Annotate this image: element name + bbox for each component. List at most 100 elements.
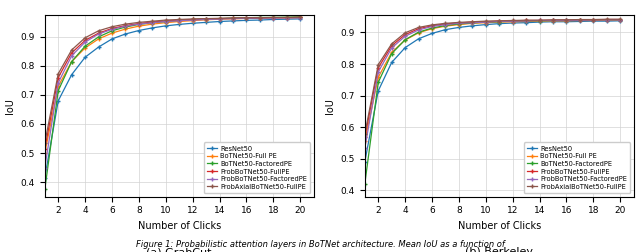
ProbBoTNet50-FullPE [536,19,543,22]
ProbAxialBoTNet50-FullPE [549,18,557,21]
Line: ProbAxialBoTNet50-FullPE: ProbAxialBoTNet50-FullPE [363,17,622,136]
ResNet50 [536,21,543,24]
ProbBoTNet50-FullPE [401,33,409,36]
BoTNet50-Full PE [536,20,543,23]
ProbAxialBoTNet50-FullPE [296,16,304,19]
BoTNet50-Full PE [175,20,183,23]
ProbAxialBoTNet50-FullPE [54,72,62,75]
Line: ResNet50: ResNet50 [363,19,622,164]
ProbBoTNet50-FullPE [616,18,624,21]
BoTNet50-Full PE [374,76,382,79]
ResNet50 [162,24,170,27]
ResNet50 [54,99,62,102]
BoTNet50-Full PE [616,19,624,22]
ProbAxialBoTNet50-FullPE [361,133,369,136]
BoTNet50-Full PE [576,19,584,22]
ProbAxialBoTNet50-FullPE [428,23,436,26]
BoTNet50-FactoredPE [148,21,156,24]
ProbAxialBoTNet50-FullPE [374,63,382,66]
ProbBoTNet50-FactoredPE [269,17,277,20]
ProbBoTNet50-FactoredPE [162,20,170,23]
BoTNet50-Full PE [388,51,396,54]
BoTNet50-Full PE [482,21,490,24]
ProbBoTNet50-FullPE [468,21,476,24]
ProbBoTNet50-FactoredPE [563,19,570,22]
ProbBoTNet50-FactoredPE [256,17,264,20]
BoTNet50-FactoredPE [428,26,436,29]
ProbBoTNet50-FullPE [428,24,436,27]
ProbBoTNet50-FactoredPE [616,18,624,21]
Line: BoTNet50-FactoredPE: BoTNet50-FactoredPE [363,18,622,186]
ProbAxialBoTNet50-FullPE [442,22,449,25]
ProbBoTNet50-FullPE [495,20,503,23]
ProbAxialBoTNet50-FullPE [509,19,516,22]
ProbAxialBoTNet50-FullPE [522,19,530,22]
ResNet50 [415,37,422,40]
ResNet50 [41,176,49,179]
ProbBoTNet50-FullPE [108,27,116,30]
BoTNet50-FactoredPE [374,81,382,84]
ProbBoTNet50-FullPE [296,16,304,19]
ProbBoTNet50-FactoredPE [202,18,210,21]
Legend: ResNet50, BoTNet50-Full PE, BoTNet50-FactoredPE, ProbBoTNet50-FullPE, ProbBoTNet: ResNet50, BoTNet50-Full PE, BoTNet50-Fac… [204,142,310,193]
X-axis label: Number of Clicks: Number of Clicks [138,221,221,231]
ProbBoTNet50-FactoredPE [54,81,62,84]
Line: BoTNet50-FactoredPE: BoTNet50-FactoredPE [43,15,302,191]
ProbAxialBoTNet50-FullPE [415,26,422,29]
Text: (a) GrabCut: (a) GrabCut [147,247,212,252]
ResNet50 [563,20,570,23]
BoTNet50-Full PE [189,19,196,22]
BoTNet50-Full PE [162,21,170,24]
ProbBoTNet50-FullPE [576,18,584,21]
ResNet50 [428,32,436,35]
ProbAxialBoTNet50-FullPE [189,17,196,20]
ProbBoTNet50-FullPE [269,16,277,19]
ProbBoTNet50-FullPE [374,66,382,69]
ProbBoTNet50-FullPE [54,76,62,79]
ProbAxialBoTNet50-FullPE [283,16,291,19]
BoTNet50-FactoredPE [415,31,422,34]
ProbBoTNet50-FullPE [509,19,516,22]
ProbBoTNet50-FullPE [41,147,49,150]
BoTNet50-FactoredPE [202,17,210,20]
ResNet50 [95,46,102,49]
BoTNet50-Full PE [522,20,530,23]
ProbBoTNet50-FullPE [256,17,264,20]
BoTNet50-Full PE [68,60,76,63]
ProbBoTNet50-FullPE [68,51,76,54]
ProbAxialBoTNet50-FullPE [536,19,543,22]
BoTNet50-Full PE [468,22,476,25]
BoTNet50-FactoredPE [162,20,170,23]
ResNet50 [374,89,382,92]
BoTNet50-FactoredPE [41,188,49,191]
ResNet50 [216,20,223,23]
BoTNet50-Full PE [135,25,143,28]
ProbBoTNet50-FullPE [243,17,250,20]
ProbAxialBoTNet50-FullPE [148,20,156,23]
ProbBoTNet50-FullPE [148,21,156,24]
ProbAxialBoTNet50-FullPE [388,42,396,45]
ResNet50 [148,26,156,29]
ProbAxialBoTNet50-FullPE [175,18,183,21]
ProbAxialBoTNet50-FullPE [216,17,223,20]
ProbBoTNet50-FullPE [162,19,170,22]
ResNet50 [175,23,183,26]
ResNet50 [522,21,530,24]
ProbBoTNet50-FullPE [229,17,237,20]
ProbBoTNet50-FullPE [455,21,463,24]
BoTNet50-Full PE [401,39,409,42]
ProbBoTNet50-FactoredPE [415,28,422,32]
BoTNet50-FactoredPE [509,20,516,23]
BoTNet50-Full PE [509,20,516,23]
BoTNet50-Full PE [54,85,62,88]
ResNet50 [401,46,409,49]
BoTNet50-FactoredPE [401,38,409,41]
ResNet50 [589,20,597,23]
ResNet50 [603,20,611,23]
Y-axis label: IoU: IoU [325,98,335,114]
BoTNet50-Full PE [589,19,597,22]
BoTNet50-Full PE [296,16,304,19]
ProbAxialBoTNet50-FullPE [495,19,503,22]
ProbBoTNet50-FactoredPE [108,28,116,31]
ProbBoTNet50-FactoredPE [495,20,503,23]
